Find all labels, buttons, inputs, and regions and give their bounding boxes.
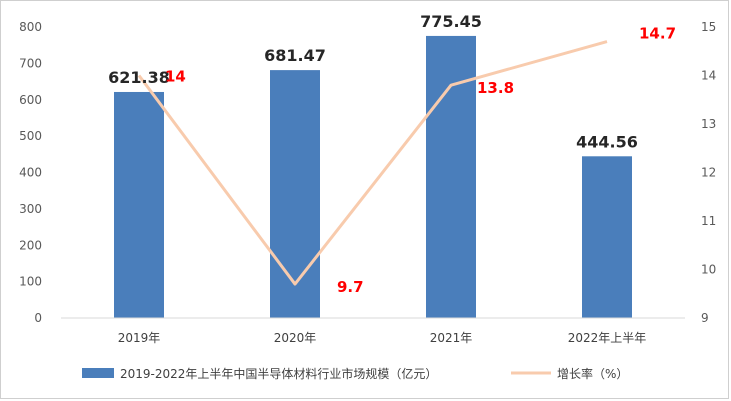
rate-value-label: 9.7 (337, 278, 364, 296)
right-tick-label: 9 (701, 311, 709, 325)
right-tick-label: 13 (701, 117, 716, 131)
bar (426, 35, 476, 319)
bar-value-label: 444.56 (576, 132, 638, 151)
bar-value-label: 775.45 (420, 12, 482, 31)
right-tick-label: 11 (701, 214, 716, 228)
legend-bar-swatch (82, 368, 114, 378)
left-tick-label: 300 (19, 202, 42, 216)
left-tick-label: 100 (19, 275, 42, 289)
right-axis: 9 10 11 12 13 14 15 (701, 20, 716, 325)
legend-bar-label: 2019-2022年上半年中国半导体材料行业市场规模（亿元） (120, 366, 437, 381)
rate-value-label: 14 (165, 68, 186, 86)
left-tick-label: 200 (19, 238, 42, 252)
left-axis: 0 100 200 300 400 500 600 700 800 (19, 20, 42, 325)
bar-value-label: 621.38 (108, 68, 170, 87)
left-tick-label: 500 (19, 129, 42, 143)
category-label: 2019年 (118, 331, 161, 345)
growth-rate-line (137, 40, 608, 286)
category-label: 2020年 (274, 331, 317, 345)
left-tick-label: 0 (34, 311, 42, 325)
left-tick-label: 700 (19, 56, 42, 70)
bar (582, 156, 632, 318)
category-label: 2022年上半年 (568, 331, 647, 345)
rate-value-label: 14.7 (639, 25, 676, 43)
right-tick-label: 14 (701, 69, 716, 83)
rate-value-label: 13.8 (477, 79, 514, 97)
left-tick-label: 600 (19, 93, 42, 107)
legend: 2019-2022年上半年中国半导体材料行业市场规模（亿元） 增长率（%） (82, 366, 628, 381)
bar-value-label: 681.47 (264, 46, 326, 65)
legend-line-label: 增长率（%） (557, 366, 628, 381)
line-series (137, 40, 608, 286)
bar-value-labels: 621.38 681.47 775.45 444.56 (108, 12, 638, 151)
right-tick-label: 15 (701, 20, 716, 34)
bar (270, 70, 320, 318)
category-axis: 2019年 2020年 2021年 2022年上半年 (118, 331, 647, 345)
left-tick-label: 400 (19, 166, 42, 180)
bar-series (61, 35, 685, 319)
left-tick-label: 800 (19, 20, 42, 34)
rate-value-labels: 14 9.7 13.8 14.7 (165, 25, 676, 296)
bar (114, 91, 164, 318)
category-label: 2021年 (430, 331, 473, 345)
right-tick-label: 12 (701, 166, 716, 180)
right-tick-label: 10 (701, 263, 716, 277)
